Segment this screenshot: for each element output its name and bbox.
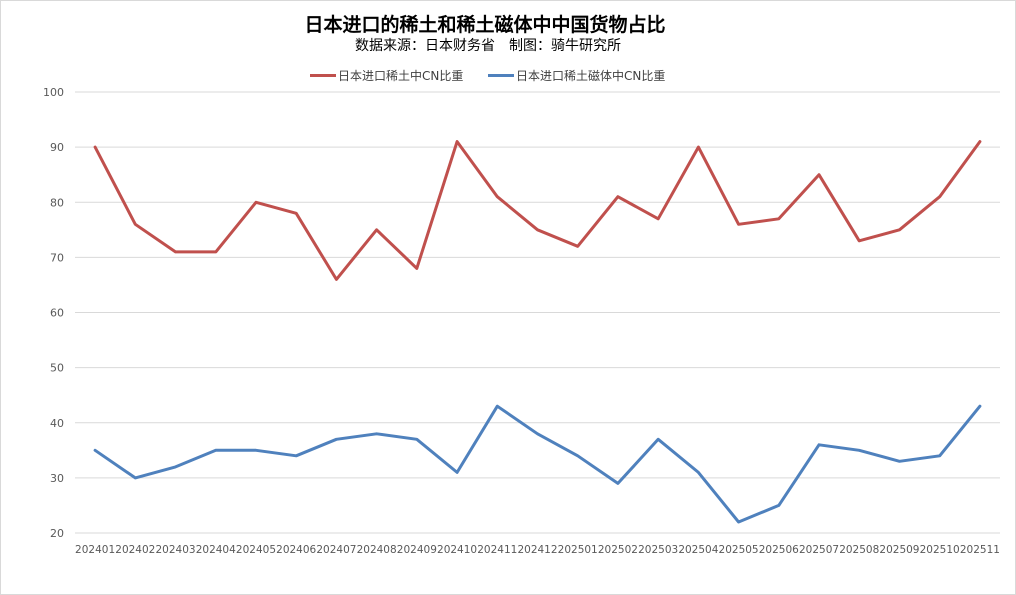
x-tick-label: 202404 xyxy=(196,544,236,556)
legend-item-series-2: 日本进口稀土磁体中CN比重 xyxy=(488,67,665,84)
x-tick-label: 202409 xyxy=(397,544,437,556)
y-tick-label: 40 xyxy=(50,417,64,430)
x-tick-label: 202401 xyxy=(75,544,115,556)
x-tick-label: 202412 xyxy=(517,544,557,556)
legend-item-series-1: 日本进口稀土中CN比重 xyxy=(310,67,463,84)
y-tick-label: 30 xyxy=(50,472,64,485)
x-tick-label: 202506 xyxy=(759,544,799,556)
y-tick-label: 100 xyxy=(43,86,64,99)
legend-label-series-2: 日本进口稀土磁体中CN比重 xyxy=(516,69,666,83)
legend-label-series-1: 日本进口稀土中CN比重 xyxy=(338,69,464,83)
y-tick-label: 70 xyxy=(50,251,64,264)
y-tick-label: 20 xyxy=(50,527,64,540)
y-tick-label: 60 xyxy=(50,307,64,320)
chart-title: 日本进口的稀土和稀土磁体中中国货物占比 xyxy=(304,14,666,36)
legend-swatch-series-2 xyxy=(488,74,514,77)
x-tick-label: 202509 xyxy=(879,544,919,556)
y-tick-label: 90 xyxy=(50,141,64,154)
x-tick-label: 202406 xyxy=(276,544,316,556)
x-tick-label: 202408 xyxy=(357,544,397,556)
y-tick-label: 50 xyxy=(50,362,64,375)
x-tick-label: 202503 xyxy=(638,544,678,556)
x-tick-label: 202504 xyxy=(678,544,718,556)
y-tick-label: 80 xyxy=(50,196,64,209)
x-tick-label: 202407 xyxy=(316,544,356,556)
x-tick-label: 202510 xyxy=(920,544,960,556)
x-tick-label: 202411 xyxy=(477,544,517,556)
x-tick-label: 202402 xyxy=(115,544,155,556)
x-tick-label: 202507 xyxy=(799,544,839,556)
series-line-1 xyxy=(93,140,982,281)
x-tick-label: 202502 xyxy=(598,544,638,556)
series-line-2 xyxy=(93,404,982,524)
x-tick-label: 202403 xyxy=(155,544,195,556)
x-tick-label: 202410 xyxy=(437,544,477,556)
x-tick-label: 202405 xyxy=(236,544,276,556)
chart-subtitle: 数据来源：日本财务省 制图：骑牛研究所 xyxy=(355,38,621,54)
legend-swatch-series-1 xyxy=(310,74,336,77)
x-tick-label: 202501 xyxy=(558,544,598,556)
x-tick-label: 202511 xyxy=(960,544,1000,556)
x-tick-label: 202505 xyxy=(719,544,759,556)
x-tick-label: 202508 xyxy=(839,544,879,556)
